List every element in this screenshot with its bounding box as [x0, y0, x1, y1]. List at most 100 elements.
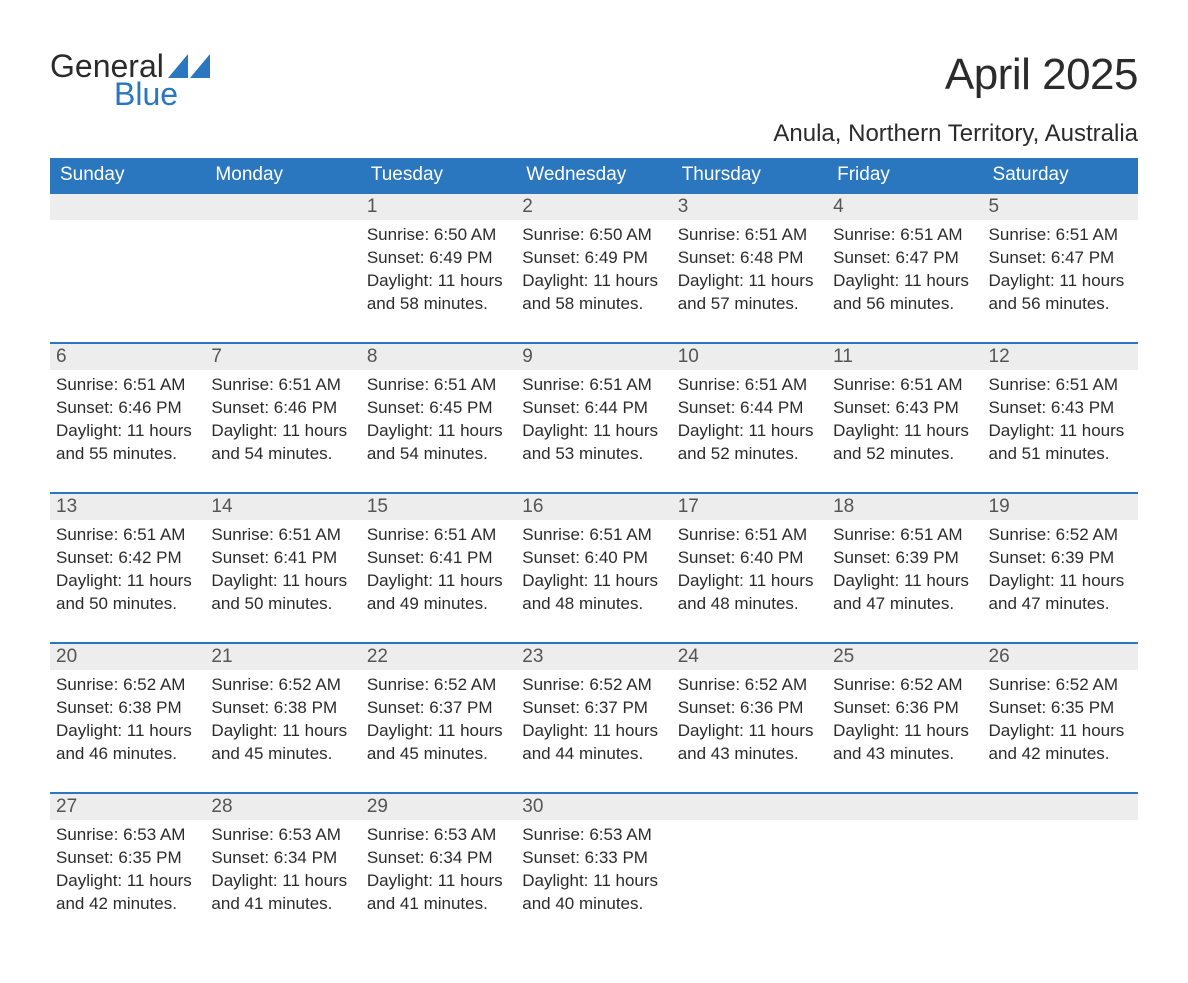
day-details: Sunrise: 6:51 AMSunset: 6:47 PMDaylight:… [983, 220, 1138, 322]
calendar-week-row: 13Sunrise: 6:51 AMSunset: 6:42 PMDayligh… [50, 493, 1138, 643]
calendar-cell: 12Sunrise: 6:51 AMSunset: 6:43 PMDayligh… [983, 343, 1138, 493]
calendar-cell: 20 Sunrise: 6:52 AMSunset: 6:38 PMDayligh… [50, 643, 205, 793]
day-details: Sunrise: 6:51 AMSunset: 6:40 PMDaylight:… [516, 520, 671, 622]
daylight-line: Daylight: 11 hours and 58 minutes. [367, 270, 510, 316]
day-number: 15 [361, 494, 516, 520]
daylight-line: Daylight: 11 hours and 40 minutes. [522, 870, 665, 916]
day-number: 5 [983, 194, 1138, 220]
sunset-line: Sunset: 6:39 PM [989, 547, 1132, 570]
day-details: Sunrise: 6:51 AMSunset: 6:46 PMDaylight:… [50, 370, 205, 472]
calendar-cell: 7Sunrise: 6:51 AMSunset: 6:46 PMDaylight… [205, 343, 360, 493]
calendar-cell: 24Sunrise: 6:52 AMSunset: 6:36 PMDayligh… [672, 643, 827, 793]
day-number: 8 [361, 344, 516, 370]
calendar-cell: 2Sunrise: 6:50 AMSunset: 6:49 PMDaylight… [516, 193, 671, 343]
sunset-line: Sunset: 6:43 PM [989, 397, 1132, 420]
day-details: Sunrise: 6:51 AMSunset: 6:40 PMDaylight:… [672, 520, 827, 622]
sunrise-line: Sunrise: 6:52 AM [522, 674, 665, 697]
sunset-line: Sunset: 6:33 PM [522, 847, 665, 870]
day-details: Sunrise: 6:50 AMSunset: 6:49 PMDaylight:… [516, 220, 671, 322]
sunset-line: Sunset: 6:35 PM [989, 697, 1132, 720]
day-number: 16 [516, 494, 671, 520]
day-details: Sunrise: 6:52 AMSunset: 6:35 PMDaylight:… [983, 670, 1138, 772]
day-number: 6 [50, 344, 205, 370]
day-number: 2 [516, 194, 671, 220]
sunset-line: Sunset: 6:38 PM [56, 697, 199, 720]
day-details: Sunrise: 6:52 AMSunset: 6:38 PMDaylight:… [205, 670, 360, 772]
day-number: 29 [361, 794, 516, 820]
day-number [50, 194, 205, 220]
day-number: 12 [983, 344, 1138, 370]
daylight-line: Daylight: 11 hours and 47 minutes. [989, 570, 1132, 616]
calendar-cell: 29Sunrise: 6:53 AMSunset: 6:34 PMDayligh… [361, 793, 516, 943]
sunrise-line: Sunrise: 6:53 AM [522, 824, 665, 847]
daylight-line: Daylight: 11 hours and 51 minutes. [989, 420, 1132, 466]
daylight-line: Daylight: 11 hours and 50 minutes. [211, 570, 354, 616]
sunrise-line: Sunrise: 6:51 AM [833, 224, 976, 247]
day-details: Sunrise: 6:53 AMSunset: 6:34 PMDaylight:… [361, 820, 516, 922]
daylight-line: Daylight: 11 hours and 45 minutes. [367, 720, 510, 766]
calendar-cell: 27Sunrise: 6:53 AMSunset: 6:35 PMDayligh… [50, 793, 205, 943]
calendar-cell: 6Sunrise: 6:51 AMSunset: 6:46 PMDaylight… [50, 343, 205, 493]
daylight-line: Daylight: 11 hours and 54 minutes. [367, 420, 510, 466]
header: General Blue April 2025 [50, 50, 1138, 110]
calendar-cell: 9Sunrise: 6:51 AMSunset: 6:44 PMDaylight… [516, 343, 671, 493]
sunrise-line: Sunrise: 6:52 AM [211, 674, 354, 697]
header-saturday: Saturday [983, 158, 1138, 193]
sunrise-line: Sunrise: 6:52 AM [989, 674, 1132, 697]
sunset-line: Sunset: 6:38 PM [211, 697, 354, 720]
day-number: 17 [672, 494, 827, 520]
day-details: Sunrise: 6:51 AMSunset: 6:41 PMDaylight:… [205, 520, 360, 622]
sunrise-line: Sunrise: 6:51 AM [678, 374, 821, 397]
sunset-line: Sunset: 6:40 PM [522, 547, 665, 570]
calendar-cell: 25 Sunrise: 6:52 AMSunset: 6:36 PMDayligh… [827, 643, 982, 793]
sunset-line: Sunset: 6:40 PM [678, 547, 821, 570]
day-number: 1 [361, 194, 516, 220]
sunset-line: Sunset: 6:34 PM [211, 847, 354, 870]
calendar-cell: 14Sunrise: 6:51 AMSunset: 6:41 PMDayligh… [205, 493, 360, 643]
daylight-line: Daylight: 11 hours and 46 minutes. [56, 720, 199, 766]
sunrise-line: Sunrise: 6:51 AM [833, 374, 976, 397]
day-number: 20 [50, 644, 205, 670]
sunrise-line: Sunrise: 6:53 AM [56, 824, 199, 847]
calendar-cell: 19Sunrise: 6:52 AMSunset: 6:39 PMDayligh… [983, 493, 1138, 643]
day-number: 28 [205, 794, 360, 820]
sunset-line: Sunset: 6:43 PM [833, 397, 976, 420]
sunset-line: Sunset: 6:39 PM [833, 547, 976, 570]
day-details: Sunrise: 6:53 AMSunset: 6:35 PMDaylight:… [50, 820, 205, 922]
calendar-cell: 5Sunrise: 6:51 AMSunset: 6:47 PMDaylight… [983, 193, 1138, 343]
header-friday: Friday [827, 158, 982, 193]
sunrise-line: Sunrise: 6:51 AM [833, 524, 976, 547]
sunrise-line: Sunrise: 6:51 AM [211, 524, 354, 547]
day-number: 19 [983, 494, 1138, 520]
day-details: Sunrise: 6:51 AMSunset: 6:43 PMDaylight:… [827, 370, 982, 472]
day-number: 25 [827, 644, 982, 670]
sunrise-line: Sunrise: 6:51 AM [367, 374, 510, 397]
sunrise-line: Sunrise: 6:52 AM [56, 674, 199, 697]
day-number: 23 [516, 644, 671, 670]
day-number: 22 [361, 644, 516, 670]
sunset-line: Sunset: 6:42 PM [56, 547, 199, 570]
sunset-line: Sunset: 6:36 PM [833, 697, 976, 720]
calendar-table: Sunday Monday Tuesday Wednesday Thursday… [50, 158, 1138, 943]
sunset-line: Sunset: 6:49 PM [367, 247, 510, 270]
daylight-line: Daylight: 11 hours and 54 minutes. [211, 420, 354, 466]
sunrise-line: Sunrise: 6:53 AM [211, 824, 354, 847]
calendar-cell [983, 793, 1138, 943]
day-details: Sunrise: 6:51 AMSunset: 6:48 PMDaylight:… [672, 220, 827, 322]
daylight-line: Daylight: 11 hours and 43 minutes. [833, 720, 976, 766]
daylight-line: Daylight: 11 hours and 41 minutes. [211, 870, 354, 916]
sunrise-line: Sunrise: 6:52 AM [833, 674, 976, 697]
day-number [672, 794, 827, 820]
day-number: 21 [205, 644, 360, 670]
daylight-line: Daylight: 11 hours and 48 minutes. [678, 570, 821, 616]
sunrise-line: Sunrise: 6:51 AM [678, 224, 821, 247]
calendar-cell [50, 193, 205, 343]
logo-flag-icon [168, 54, 210, 78]
sunset-line: Sunset: 6:47 PM [833, 247, 976, 270]
sunset-line: Sunset: 6:46 PM [211, 397, 354, 420]
day-number [827, 794, 982, 820]
calendar-header-row: Sunday Monday Tuesday Wednesday Thursday… [50, 158, 1138, 193]
day-details: Sunrise: 6:51 AMSunset: 6:43 PMDaylight:… [983, 370, 1138, 472]
day-details: Sunrise: 6:51 AMSunset: 6:42 PMDaylight:… [50, 520, 205, 622]
sunset-line: Sunset: 6:44 PM [678, 397, 821, 420]
